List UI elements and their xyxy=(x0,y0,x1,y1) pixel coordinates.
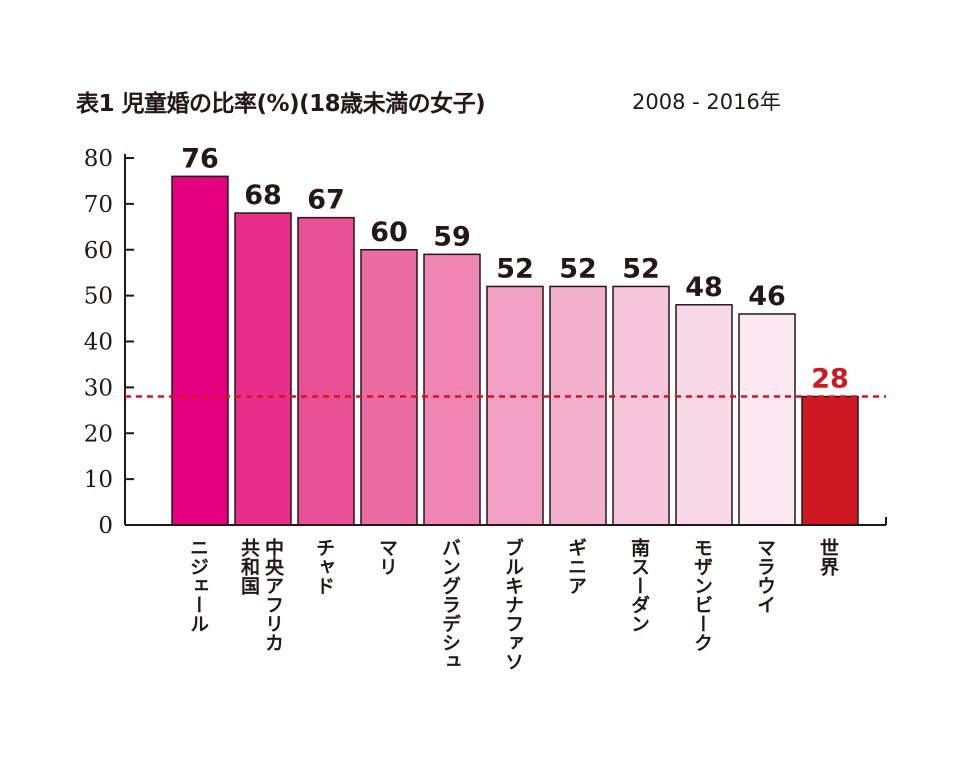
bar xyxy=(612,285,670,526)
y-tick-label: 20 xyxy=(84,421,113,447)
x-tick-label: マリ xyxy=(376,538,398,576)
data-label: 67 xyxy=(307,185,345,216)
x-tick-label: モザンビーク xyxy=(691,538,713,652)
x-tick-label: ブルキナファソ xyxy=(502,538,524,671)
y-tick-label: 80 xyxy=(84,146,113,172)
data-label: 59 xyxy=(433,221,471,252)
x-tick-label: 南スーダン xyxy=(628,538,650,633)
y-tick-label: 30 xyxy=(84,375,113,401)
y-tick-label: 60 xyxy=(84,238,113,264)
x-tick-label: ギニア xyxy=(565,538,587,595)
data-label: 48 xyxy=(685,272,723,303)
y-tick-label: 40 xyxy=(84,330,113,356)
data-label: 52 xyxy=(496,253,534,284)
data-label: 52 xyxy=(559,253,597,284)
bar xyxy=(171,175,229,526)
y-tick-label: 50 xyxy=(84,284,113,310)
x-tick-label: 中央アフリカ 共和国 xyxy=(238,538,284,652)
y-tick-label: 0 xyxy=(98,513,113,539)
bar xyxy=(549,285,607,526)
x-tick-label: チャド xyxy=(313,538,335,595)
chart-subtitle: 2008 - 2016年 xyxy=(632,90,781,114)
bar xyxy=(360,249,418,526)
chart-title: 表1 児童婚の比率(%)(18歳未満の女子) xyxy=(76,91,486,117)
data-label: 60 xyxy=(370,217,408,248)
data-label: 46 xyxy=(748,281,786,312)
x-tick-label: バングラデシュ xyxy=(439,538,461,671)
x-tick-label: ニジェール xyxy=(187,538,209,633)
bar xyxy=(423,253,481,526)
bar xyxy=(234,212,292,526)
data-label: 76 xyxy=(181,143,219,174)
data-label: 52 xyxy=(622,253,660,284)
y-tick-label: 70 xyxy=(84,192,113,218)
bar xyxy=(675,304,733,526)
data-label: 28 xyxy=(811,364,849,395)
bar xyxy=(801,395,859,526)
data-label: 68 xyxy=(244,180,282,211)
bar xyxy=(738,313,796,526)
bar xyxy=(297,216,355,526)
x-tick-label: マラウイ xyxy=(754,538,776,614)
y-tick-label: 10 xyxy=(84,467,113,493)
bar xyxy=(486,285,544,526)
x-tick-label: 世界 xyxy=(817,538,839,576)
